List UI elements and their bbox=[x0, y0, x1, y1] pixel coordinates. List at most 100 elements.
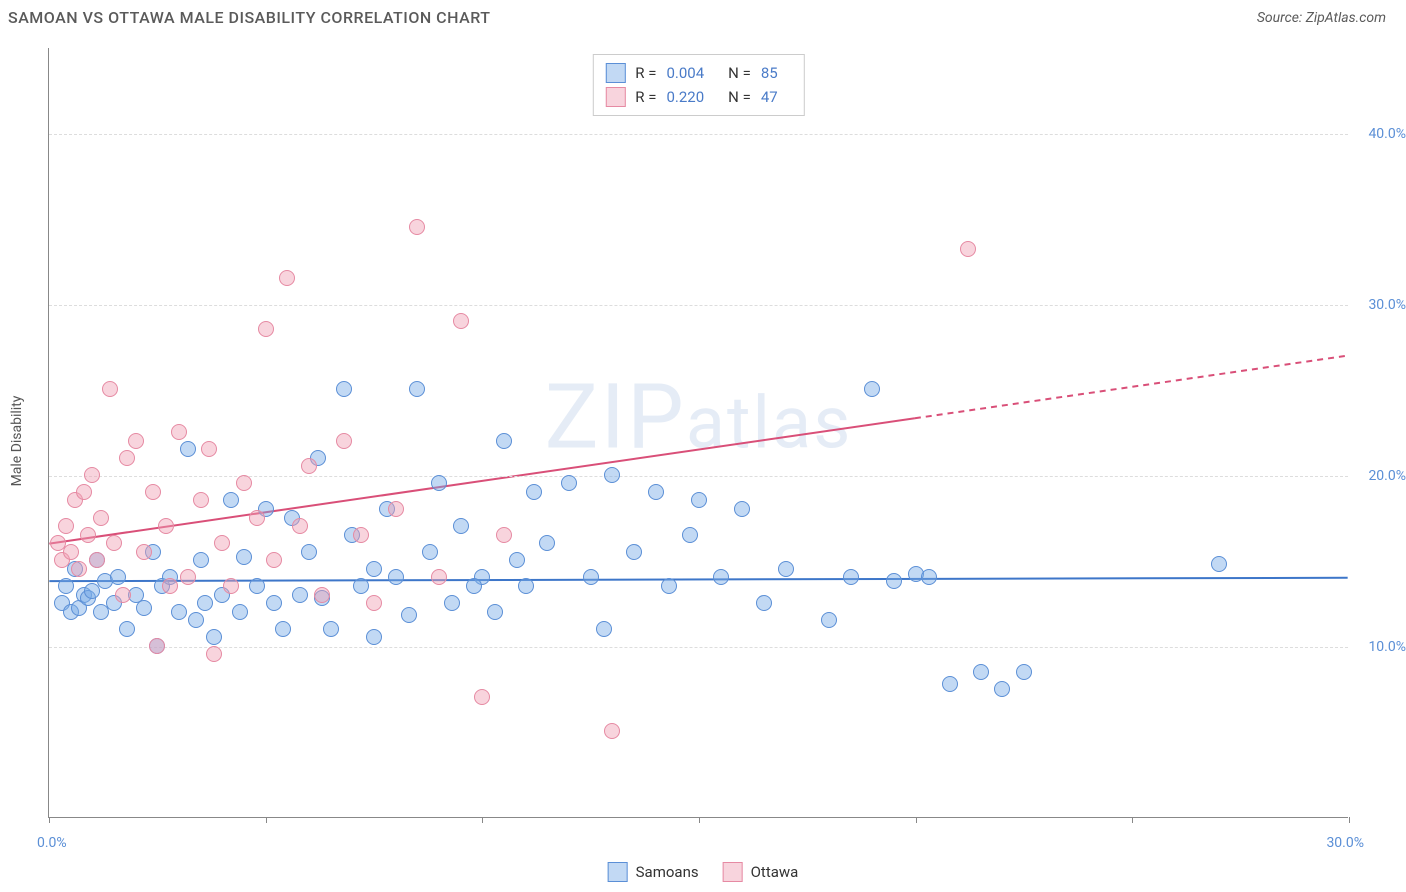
gridline bbox=[49, 305, 1348, 306]
x-tick bbox=[699, 817, 700, 823]
gridline bbox=[49, 647, 1348, 648]
data-point bbox=[106, 535, 122, 551]
legend-swatch bbox=[608, 862, 628, 882]
data-point bbox=[973, 664, 989, 680]
data-point bbox=[409, 219, 425, 235]
y-tick-label: 30.0% bbox=[1368, 297, 1406, 313]
data-point bbox=[301, 544, 317, 560]
data-point bbox=[431, 569, 447, 585]
data-point bbox=[197, 595, 213, 611]
data-point bbox=[314, 587, 330, 603]
data-point bbox=[63, 544, 79, 560]
data-point bbox=[180, 569, 196, 585]
x-tick-label: 30.0% bbox=[1326, 835, 1364, 851]
data-point bbox=[1211, 556, 1227, 572]
data-point bbox=[682, 527, 698, 543]
data-point bbox=[942, 676, 958, 692]
scatter-chart: Male Disability ZIPatlas 10.0%20.0%30.0%… bbox=[48, 48, 1348, 818]
x-tick bbox=[1132, 817, 1133, 823]
data-point bbox=[301, 458, 317, 474]
data-point bbox=[366, 595, 382, 611]
data-point bbox=[249, 578, 265, 594]
data-point bbox=[604, 467, 620, 483]
data-point bbox=[474, 689, 490, 705]
data-point bbox=[561, 475, 577, 491]
data-point bbox=[149, 638, 165, 654]
data-point bbox=[102, 381, 118, 397]
data-point bbox=[171, 424, 187, 440]
data-point bbox=[115, 587, 131, 603]
data-point bbox=[444, 595, 460, 611]
data-point bbox=[84, 467, 100, 483]
source-credit: Source: ZipAtlas.com bbox=[1257, 10, 1386, 26]
legend-r-value: 0.004 bbox=[666, 64, 704, 82]
data-point bbox=[509, 552, 525, 568]
y-tick-label: 40.0% bbox=[1368, 126, 1406, 142]
data-point bbox=[206, 646, 222, 662]
data-point bbox=[232, 604, 248, 620]
data-point bbox=[886, 573, 902, 589]
data-point bbox=[496, 527, 512, 543]
watermark: ZIPatlas bbox=[545, 365, 853, 470]
data-point bbox=[734, 501, 750, 517]
data-point bbox=[193, 552, 209, 568]
data-point bbox=[89, 552, 105, 568]
x-tick bbox=[1349, 817, 1350, 823]
data-point bbox=[188, 612, 204, 628]
data-point bbox=[353, 527, 369, 543]
data-point bbox=[266, 552, 282, 568]
y-axis-label: Male Disability bbox=[9, 395, 25, 486]
data-point bbox=[496, 433, 512, 449]
data-point bbox=[366, 629, 382, 645]
data-point bbox=[171, 604, 187, 620]
data-point bbox=[466, 578, 482, 594]
legend-r-label: R = bbox=[635, 88, 656, 106]
gridline bbox=[49, 134, 1348, 135]
data-point bbox=[596, 621, 612, 637]
legend-label: Samoans bbox=[636, 863, 699, 881]
data-point bbox=[93, 510, 109, 526]
legend-r-value: 0.220 bbox=[666, 88, 704, 106]
data-point bbox=[223, 492, 239, 508]
data-point bbox=[206, 629, 222, 645]
data-point bbox=[336, 433, 352, 449]
data-point bbox=[80, 527, 96, 543]
data-point bbox=[58, 518, 74, 534]
data-point bbox=[409, 381, 425, 397]
legend-correlation: R =0.004N =85R =0.220N =47 bbox=[592, 54, 804, 116]
data-point bbox=[388, 569, 404, 585]
data-point bbox=[201, 441, 217, 457]
data-point bbox=[136, 600, 152, 616]
data-point bbox=[119, 450, 135, 466]
y-tick-label: 10.0% bbox=[1368, 639, 1406, 655]
legend-label: Ottawa bbox=[751, 863, 799, 881]
legend-n-value: 47 bbox=[761, 88, 778, 106]
data-point bbox=[275, 621, 291, 637]
data-point bbox=[994, 681, 1010, 697]
data-point bbox=[691, 492, 707, 508]
legend-row: R = 0.004 N = 85 bbox=[605, 61, 791, 85]
data-point bbox=[778, 561, 794, 577]
x-tick bbox=[916, 817, 917, 823]
data-point bbox=[128, 433, 144, 449]
legend-row: R =0.220N =47 bbox=[605, 85, 791, 109]
data-point bbox=[223, 578, 239, 594]
data-point bbox=[539, 535, 555, 551]
legend-swatch bbox=[723, 862, 743, 882]
legend-n-value: 85 bbox=[761, 64, 778, 82]
data-point bbox=[1016, 664, 1032, 680]
legend-r-label: R = bbox=[635, 64, 656, 82]
y-tick-label: 20.0% bbox=[1368, 468, 1406, 484]
data-point bbox=[236, 549, 252, 565]
data-point bbox=[145, 484, 161, 500]
data-point bbox=[648, 484, 664, 500]
data-point bbox=[279, 270, 295, 286]
data-point bbox=[526, 484, 542, 500]
data-point bbox=[401, 607, 417, 623]
data-point bbox=[76, 484, 92, 500]
data-point bbox=[162, 578, 178, 594]
data-point bbox=[518, 578, 534, 594]
legend-n-label: N = bbox=[728, 64, 751, 82]
data-point bbox=[431, 475, 447, 491]
trend-lines bbox=[49, 48, 1348, 817]
